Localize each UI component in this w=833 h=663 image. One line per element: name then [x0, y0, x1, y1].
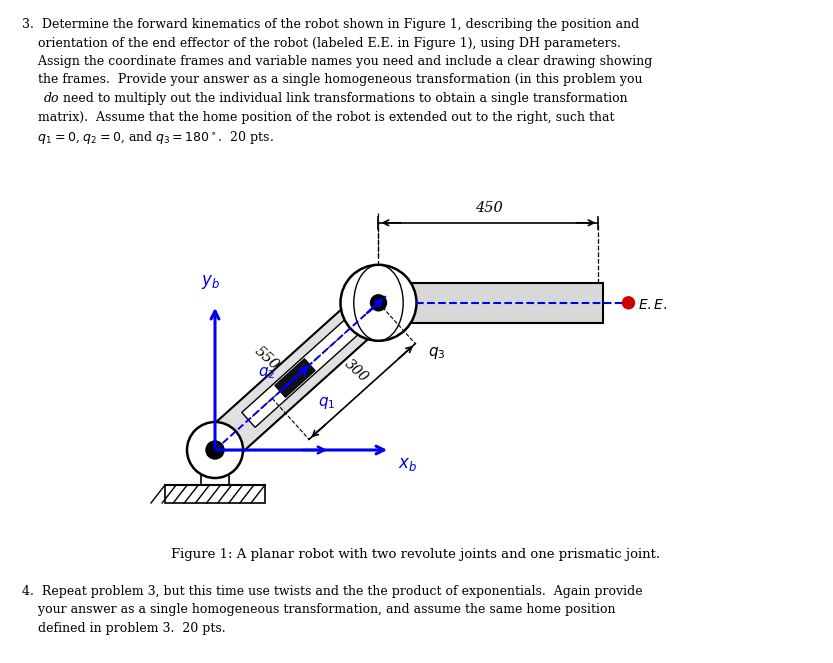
Text: matrix).  Assume that the home position of the robot is extended out to the righ: matrix). Assume that the home position o… [22, 111, 615, 123]
Text: $x_b$: $x_b$ [398, 456, 417, 473]
Circle shape [622, 297, 635, 309]
Text: 450: 450 [475, 201, 502, 215]
Text: $q_2$: $q_2$ [257, 365, 275, 381]
Text: orientation of the end effector of the robot (labeled E.E. in Figure 1), using D: orientation of the end effector of the r… [22, 36, 621, 50]
Text: 300: 300 [342, 357, 371, 385]
Text: $q_3$: $q_3$ [428, 345, 446, 361]
Text: your answer as a single homogeneous transformation, and assume the same home pos: your answer as a single homogeneous tran… [22, 603, 616, 617]
Circle shape [371, 295, 387, 311]
Circle shape [187, 422, 243, 478]
Text: do: do [44, 92, 59, 105]
Text: $y_b$: $y_b$ [202, 273, 221, 291]
Text: need to multiply out the individual link transformations to obtain a single tran: need to multiply out the individual link… [59, 92, 627, 105]
Polygon shape [212, 284, 396, 455]
Bar [367, 283, 603, 323]
Text: 550: 550 [252, 344, 282, 373]
Text: $q_1 = 0$, $q_2 = 0$, and $q_3 = 180^\circ$.  20 pts.: $q_1 = 0$, $q_2 = 0$, and $q_3 = 180^\ci… [22, 129, 274, 146]
Polygon shape [242, 306, 374, 428]
Text: Figure 1: A planar robot with two revolute joints and one prismatic joint.: Figure 1: A planar robot with two revolu… [172, 548, 661, 561]
Polygon shape [275, 359, 315, 397]
Text: $q_1$: $q_1$ [318, 395, 336, 412]
Circle shape [206, 441, 224, 459]
Circle shape [341, 265, 416, 341]
Text: 3.  Determine the forward kinematics of the robot shown in Figure 1, describing : 3. Determine the forward kinematics of t… [22, 18, 639, 31]
Text: Assign the coordinate frames and variable names you need and include a clear dra: Assign the coordinate frames and variabl… [22, 55, 652, 68]
Text: $E.E.$: $E.E.$ [638, 298, 668, 312]
Text: 4.  Repeat problem 3, but this time use twists and the the product of exponentia: 4. Repeat problem 3, but this time use t… [22, 585, 642, 598]
Bar [165, 485, 265, 503]
Text: defined in problem 3.  20 pts.: defined in problem 3. 20 pts. [22, 622, 226, 635]
Text: the frames.  Provide your answer as a single homogeneous transformation (in this: the frames. Provide your answer as a sin… [22, 74, 642, 86]
